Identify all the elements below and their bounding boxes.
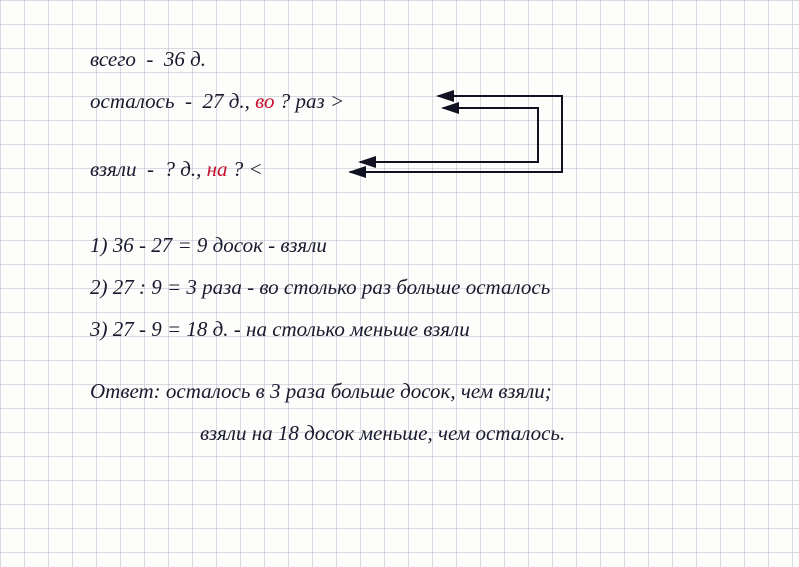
step-2: 2) 27 : 9 = 3 раза - во столько раз боль… [90,270,739,304]
given-line-1: всего - 36 д. [90,42,739,76]
spacer [90,118,739,152]
step-1: 1) 36 - 27 = 9 досок - взяли [90,228,739,262]
highlight-word: на [207,157,228,181]
text: 36 д. [164,47,206,71]
text: осталось - [90,89,203,113]
text: 27 д., [203,89,256,113]
spacer [90,186,739,220]
answer-line-2: взяли на 18 досок меньше, чем осталось. [90,416,739,450]
highlight-word: во [255,89,274,113]
text: ? < [228,157,263,181]
answer-line-1: Ответ: осталось в 3 раза больше досок, ч… [90,374,739,408]
text: всего - [90,47,164,71]
spacer [90,262,739,270]
spacer [90,304,739,312]
spacer [90,346,739,374]
spacer [90,408,739,416]
given-line-2: осталось - 27 д., во ? раз > [90,84,739,118]
text: взяли - ? д., [90,157,207,181]
step-3: 3) 27 - 9 = 18 д. - на столько меньше вз… [90,312,739,346]
text: ? раз > [275,89,345,113]
notebook-page: всего - 36 д. осталось - 27 д., во ? раз… [0,0,799,567]
spacer [90,76,739,84]
spacer [90,220,739,228]
given-line-3: взяли - ? д., на ? < [90,152,739,186]
